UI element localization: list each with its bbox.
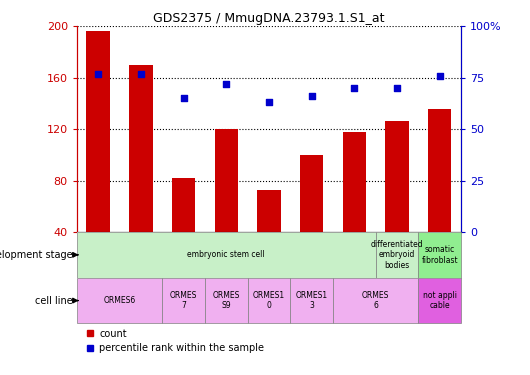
Bar bbox=[215, 129, 238, 232]
Bar bbox=[86, 32, 110, 232]
Title: GDS2375 / MmugDNA.23793.1.S1_at: GDS2375 / MmugDNA.23793.1.S1_at bbox=[153, 12, 385, 25]
Point bbox=[94, 70, 102, 76]
Legend: count, percentile rank within the sample: count, percentile rank within the sample bbox=[82, 325, 268, 357]
Point bbox=[393, 85, 401, 91]
Point bbox=[350, 85, 359, 91]
Point bbox=[222, 81, 231, 87]
Point bbox=[307, 93, 316, 99]
Bar bbox=[342, 132, 366, 232]
Bar bbox=[77, 278, 162, 323]
Bar bbox=[333, 278, 418, 323]
Bar bbox=[418, 232, 461, 278]
Bar bbox=[376, 232, 418, 278]
Point bbox=[179, 95, 188, 101]
Text: somatic
fibroblast: somatic fibroblast bbox=[421, 245, 458, 264]
Text: differentiated
embryoid
bodies: differentiated embryoid bodies bbox=[371, 240, 423, 270]
Text: ORMES1
3: ORMES1 3 bbox=[296, 291, 328, 310]
Bar bbox=[129, 65, 153, 232]
Bar bbox=[418, 278, 461, 323]
Text: cell line: cell line bbox=[36, 296, 73, 306]
Text: ORMES1
0: ORMES1 0 bbox=[253, 291, 285, 310]
Bar bbox=[428, 108, 452, 232]
Text: ORMES
S9: ORMES S9 bbox=[213, 291, 240, 310]
Text: not appli
cable: not appli cable bbox=[423, 291, 457, 310]
Text: embryonic stem cell: embryonic stem cell bbox=[188, 251, 265, 260]
Text: ORMES
7: ORMES 7 bbox=[170, 291, 197, 310]
Text: ORMES6: ORMES6 bbox=[103, 296, 136, 305]
Bar bbox=[300, 155, 323, 232]
Point bbox=[436, 73, 444, 79]
Bar bbox=[172, 178, 196, 232]
Text: development stage: development stage bbox=[0, 250, 73, 260]
Bar bbox=[385, 122, 409, 232]
Bar bbox=[248, 278, 290, 323]
Bar bbox=[162, 278, 205, 323]
Point bbox=[137, 70, 145, 76]
Text: ORMES
6: ORMES 6 bbox=[362, 291, 390, 310]
Bar bbox=[257, 189, 281, 232]
Bar bbox=[205, 278, 248, 323]
Point bbox=[265, 99, 273, 105]
Bar bbox=[77, 232, 376, 278]
Bar bbox=[290, 278, 333, 323]
